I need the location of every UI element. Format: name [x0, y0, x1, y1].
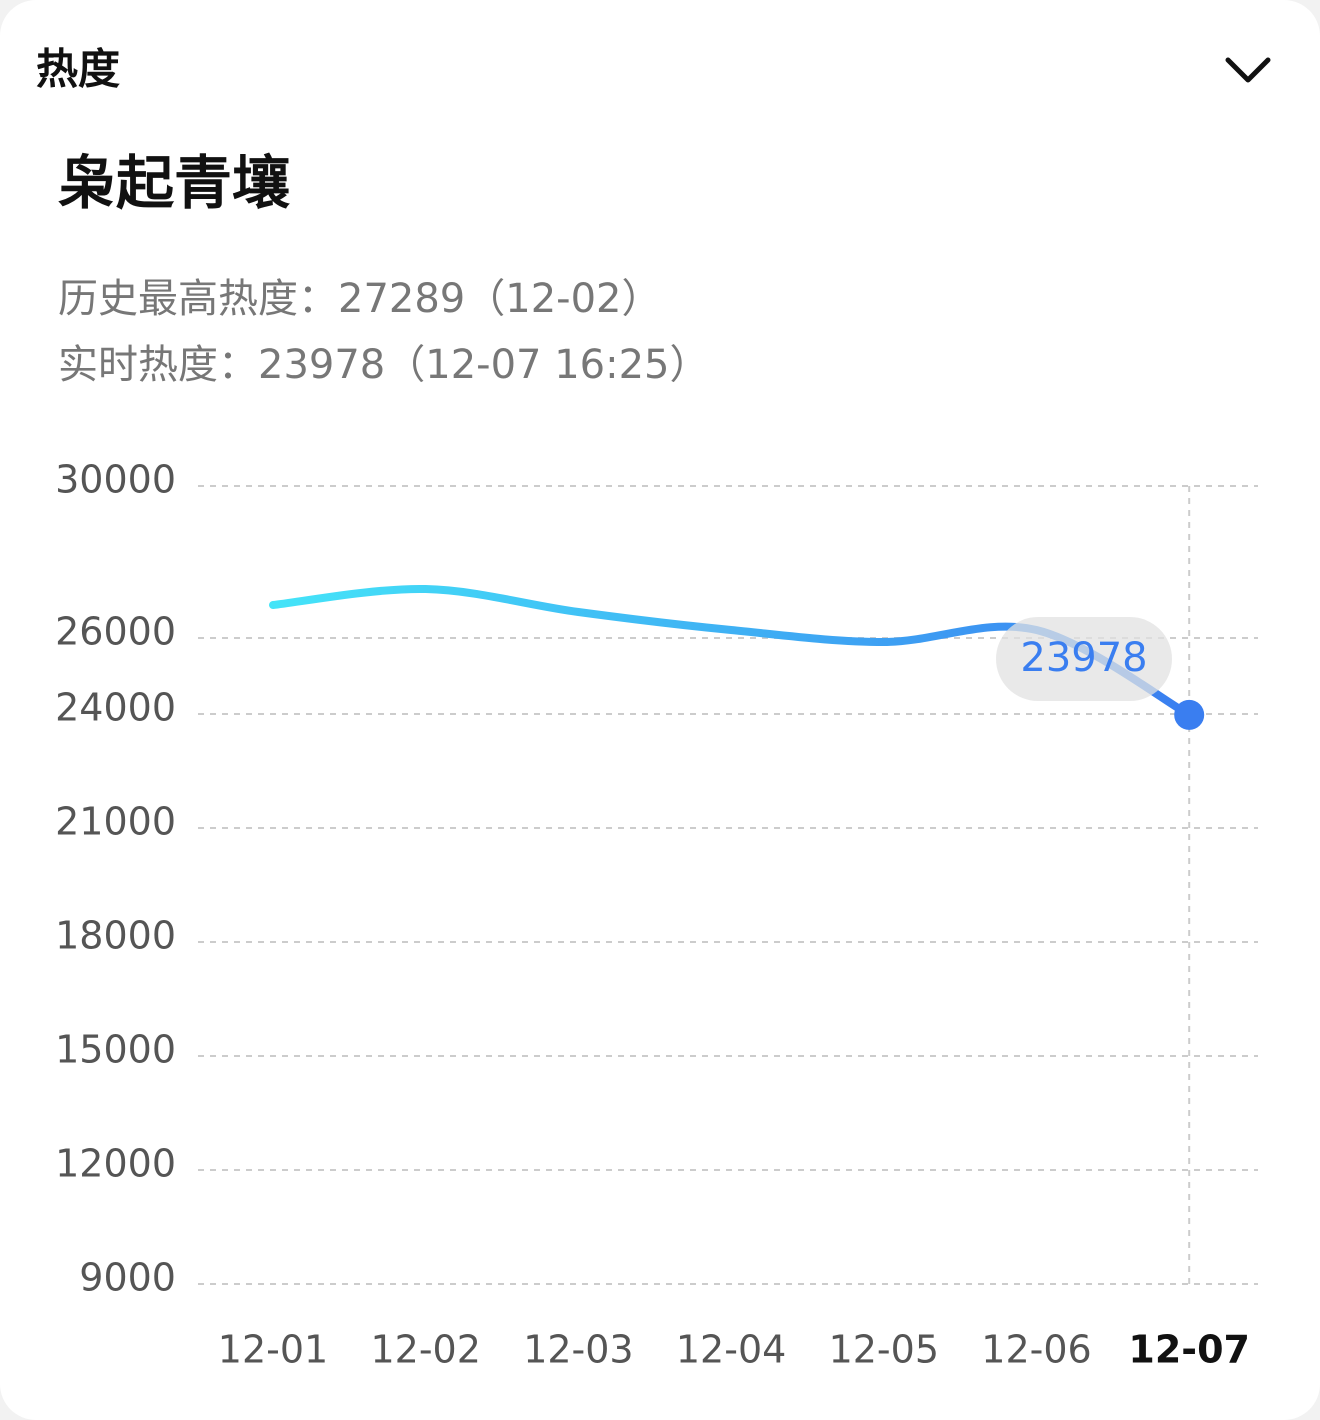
- tooltip-value: 23978: [1020, 635, 1147, 681]
- x-tick-label: 12-06: [981, 1328, 1091, 1372]
- y-tick-label: 30000: [55, 458, 176, 502]
- y-tick-label: 9000: [79, 1256, 176, 1300]
- y-tick-label: 12000: [55, 1142, 176, 1186]
- y-tick-label: 24000: [55, 686, 176, 730]
- x-tick-label: 12-02: [370, 1328, 480, 1372]
- x-tick-label: 12-05: [829, 1328, 939, 1372]
- x-tick-label: 12-01: [218, 1328, 328, 1372]
- stat-line: 历史最高热度：27289（12-02）: [58, 276, 661, 322]
- point: [1174, 699, 1205, 730]
- y-tick-label: 26000: [55, 610, 176, 654]
- topic-title: 枭起青壤: [58, 149, 290, 217]
- x-tick-label: 12-03: [523, 1328, 633, 1372]
- x-tick-label: 12-04: [676, 1328, 786, 1372]
- y-tick-label: 15000: [55, 1028, 176, 1072]
- header-title: 热度: [36, 45, 120, 94]
- collapse-icon[interactable]: [1225, 57, 1271, 83]
- chart: 9000 12000 15000 18000 21000 24000 26000 30000 1…: [55, 458, 1258, 1372]
- x-tick-label: 12-07: [1128, 1328, 1250, 1372]
- y-tick-label: 21000: [55, 800, 176, 844]
- stat-line: 实时热度：23978（12-07 16:25）: [58, 342, 709, 388]
- tooltip: [996, 617, 1172, 701]
- y-tick-label: 18000: [55, 914, 176, 958]
